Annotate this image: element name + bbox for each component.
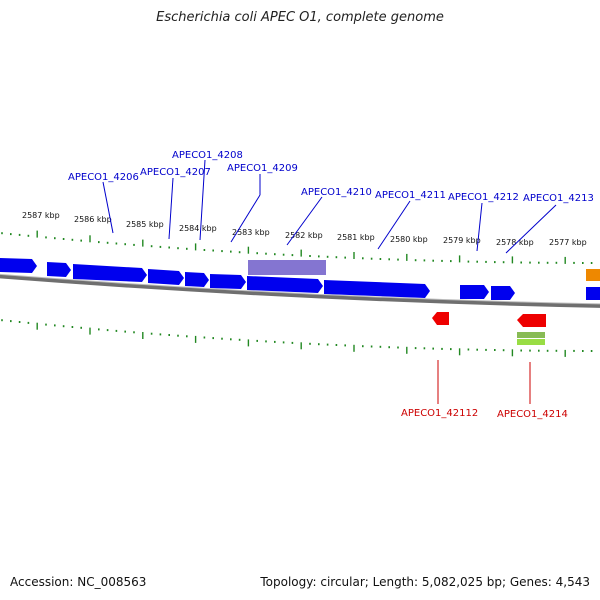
tick-label: 2585 kbp <box>126 220 164 229</box>
leader-line <box>102 181 114 234</box>
forward-gene-arrow[interactable] <box>185 272 209 287</box>
gene-label-apeco1-4210[interactable]: APECO1_4210 <box>301 187 372 198</box>
gene-label-apeco1-4213[interactable]: APECO1_4213 <box>523 193 594 204</box>
other-feature[interactable] <box>517 339 545 345</box>
gene-label-apeco1-4209[interactable]: APECO1_4209 <box>227 163 298 174</box>
reverse-gene-arrow[interactable] <box>432 312 449 325</box>
forward-gene-arrow[interactable] <box>210 274 246 289</box>
leader-line <box>286 196 323 246</box>
reverse-gene-labels: APECO1_42112 APECO1_4214 <box>401 408 568 420</box>
tick-label: 2578 kbp <box>496 238 534 247</box>
tick-label: 2587 kbp <box>22 211 60 220</box>
gene-label-apeco1-4207[interactable]: APECO1_4207 <box>140 167 211 178</box>
gene-label-apeco1-4212[interactable]: APECO1_4212 <box>448 192 519 203</box>
forward-gene-arrow[interactable] <box>247 276 323 293</box>
genome-title: Escherichia coli APEC O1, complete genom… <box>156 10 444 25</box>
tick-label: 2577 kbp <box>549 238 587 247</box>
genome-backbone <box>0 274 600 308</box>
forward-gene-arrow[interactable] <box>47 262 71 277</box>
gene-label-apeco1-4206[interactable]: APECO1_4206 <box>68 172 139 183</box>
reverse-leader-lines <box>437 360 531 404</box>
forward-gene-arrow[interactable] <box>460 285 489 299</box>
tick-label: 2584 kbp <box>179 224 217 233</box>
highlight-feature[interactable] <box>248 260 326 275</box>
forward-gene-arrow[interactable] <box>586 287 600 300</box>
gene-label-apeco1-42112[interactable]: APECO1_42112 <box>401 408 478 419</box>
forward-gene-track <box>0 258 600 300</box>
tick-label: 2580 kbp <box>390 235 428 244</box>
forward-gene-labels: APECO1_4206 APECO1_4207 APECO1_4208 APEC… <box>68 150 594 204</box>
reverse-gene-arrow[interactable] <box>517 314 546 327</box>
forward-gene-arrow[interactable] <box>491 286 515 300</box>
forward-gene-arrow[interactable] <box>148 269 184 285</box>
gene-label-apeco1-4211[interactable]: APECO1_4211 <box>375 190 446 201</box>
tick-label: 2586 kbp <box>74 215 112 224</box>
forward-gene-arrow[interactable] <box>324 280 430 298</box>
forward-tick-row <box>1 230 593 264</box>
forward-leader-lines <box>102 159 557 254</box>
gene-label-apeco1-4208[interactable]: APECO1_4208 <box>172 150 243 161</box>
tick-label-group: 2587 kbp 2586 kbp 2585 kbp 2584 kbp 2583… <box>22 211 587 247</box>
other-feature[interactable] <box>586 269 600 281</box>
leader-line <box>476 202 483 252</box>
tick-label: 2583 kbp <box>232 228 270 237</box>
accession-text: Accession: NC_008563 <box>10 575 147 589</box>
genome-summary-text: Topology: circular; Length: 5,082,025 bp… <box>260 575 590 589</box>
other-feature[interactable] <box>517 332 545 338</box>
gene-label-apeco1-4214[interactable]: APECO1_4214 <box>497 409 568 420</box>
reverse-gene-track <box>432 312 546 327</box>
reverse-tick-row <box>1 319 593 357</box>
forward-gene-arrow[interactable] <box>0 258 37 273</box>
leader-line <box>230 194 261 243</box>
leader-line <box>505 204 557 254</box>
leader-line <box>168 177 174 240</box>
tick-label: 2579 kbp <box>443 236 481 245</box>
forward-gene-arrow[interactable] <box>73 264 147 282</box>
genome-backbone-highlight <box>0 273 600 305</box>
leader-line <box>377 200 411 250</box>
tick-label: 2581 kbp <box>337 233 375 242</box>
tick-label: 2582 kbp <box>285 231 323 240</box>
leader-line <box>199 159 206 241</box>
